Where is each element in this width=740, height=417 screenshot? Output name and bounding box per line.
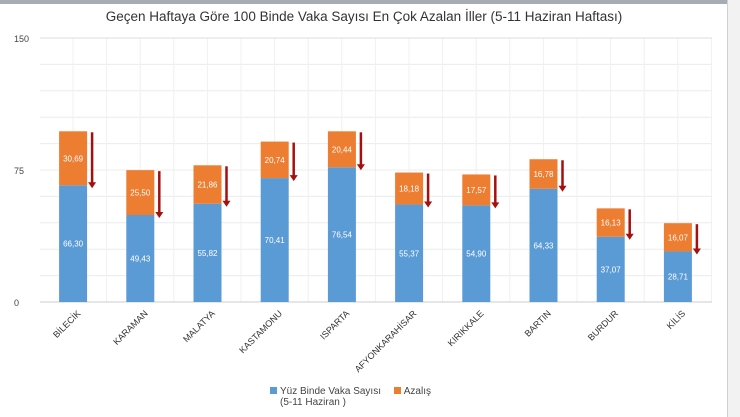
- data-label-azalis: 16,07: [668, 233, 689, 242]
- bar-vaka: [395, 204, 424, 302]
- x-tick-label: BİLECİK: [51, 308, 82, 339]
- x-tick-label: ISPARTA: [318, 308, 351, 341]
- data-label-azalis: 20,74: [265, 156, 286, 165]
- decrease-arrow-icon: [625, 233, 634, 240]
- bar-azalis: [462, 174, 491, 206]
- data-label-vaka: 64,33: [533, 241, 554, 250]
- data-label-vaka: 66,30: [63, 240, 84, 249]
- x-tick-label: MALATYA: [181, 308, 217, 344]
- bar-azalis: [193, 165, 222, 204]
- y-tick-label: 75: [14, 166, 24, 176]
- bar-vaka: [596, 236, 625, 302]
- data-label-azalis: 25,50: [130, 189, 151, 198]
- bar-vaka: [529, 188, 558, 302]
- x-tick-label: KİLİS: [665, 308, 688, 331]
- bar-azalis: [59, 131, 88, 186]
- data-label-vaka: 76,54: [332, 231, 353, 240]
- bar-vaka: [193, 203, 222, 302]
- data-label-vaka: 55,82: [197, 249, 218, 258]
- scrollbar[interactable]: [727, 0, 740, 417]
- data-label-vaka: 49,43: [130, 255, 151, 264]
- bar-vaka: [663, 251, 692, 302]
- decrease-arrow-icon: [692, 248, 701, 255]
- x-tick-label: KIRIKKALE: [446, 308, 486, 348]
- decrease-arrow-icon: [356, 164, 365, 171]
- bar-vaka: [260, 178, 289, 302]
- data-label-azalis: 21,86: [197, 181, 218, 190]
- x-tick-label: AFYONKARAHİSAR: [353, 308, 419, 374]
- x-tick-label: KARAMAN: [111, 308, 150, 347]
- legend-label-vaka: Yüz Binde Vaka Sayısı: [280, 386, 381, 397]
- data-label-azalis: 18,18: [399, 185, 420, 194]
- window-top-bar: [0, 0, 740, 4]
- legend: Yüz Binde Vaka Sayısı (5-11 Haziran ) Aza…: [270, 386, 441, 408]
- data-label-vaka: 37,07: [601, 265, 622, 274]
- data-label-vaka: 70,41: [265, 236, 286, 245]
- bar-azalis: [663, 223, 692, 252]
- decrease-arrow-icon: [222, 200, 231, 207]
- data-label-azalis: 16,13: [601, 219, 622, 228]
- data-label-vaka: 55,37: [399, 249, 420, 258]
- data-label-azalis: 17,57: [466, 186, 487, 195]
- data-label-vaka: 28,71: [668, 273, 689, 282]
- legend-swatch-azalis: [393, 387, 401, 394]
- x-tick-label: KASTAMONU: [237, 308, 284, 355]
- decrease-arrow-icon: [289, 175, 298, 182]
- decrease-arrow-icon: [88, 182, 97, 189]
- x-tick-label: BURDUR: [586, 308, 621, 343]
- legend-item-azalis: Azalış: [393, 386, 431, 397]
- data-label-vaka: 54,90: [466, 250, 487, 259]
- chart-title: Geçen Haftaya Göre 100 Binde Vaka Sayısı…: [105, 9, 623, 24]
- decrease-arrow-icon: [155, 212, 164, 219]
- data-label-azalis: 16,78: [533, 170, 554, 179]
- x-tick-label: BARTIN: [523, 308, 553, 338]
- bar-azalis: [596, 208, 625, 237]
- bar-azalis: [395, 172, 424, 205]
- bar-azalis: [327, 131, 356, 168]
- y-tick-label: 150: [14, 34, 29, 44]
- bar-vaka: [59, 185, 88, 302]
- legend-label-vaka-line2: (5-11 Haziran ): [280, 397, 346, 408]
- bar-vaka: [126, 215, 155, 302]
- decrease-arrow-icon: [558, 185, 567, 192]
- bar-azalis: [260, 141, 289, 179]
- decrease-arrow-icon: [491, 202, 500, 209]
- data-label-azalis: 30,69: [63, 154, 84, 163]
- bar-azalis: [126, 170, 155, 216]
- bar-azalis: [529, 159, 558, 189]
- legend-item-vaka: Yüz Binde Vaka Sayısı (5-11 Haziran ): [270, 386, 381, 408]
- bar-vaka: [462, 205, 491, 302]
- decrease-arrow-icon: [424, 201, 433, 208]
- y-tick-label: 0: [14, 298, 19, 308]
- legend-label-azalis: Azalış: [403, 386, 431, 397]
- bar-vaka: [327, 167, 356, 302]
- data-label-azalis: 20,44: [332, 145, 353, 154]
- legend-swatch-vaka: [270, 387, 277, 394]
